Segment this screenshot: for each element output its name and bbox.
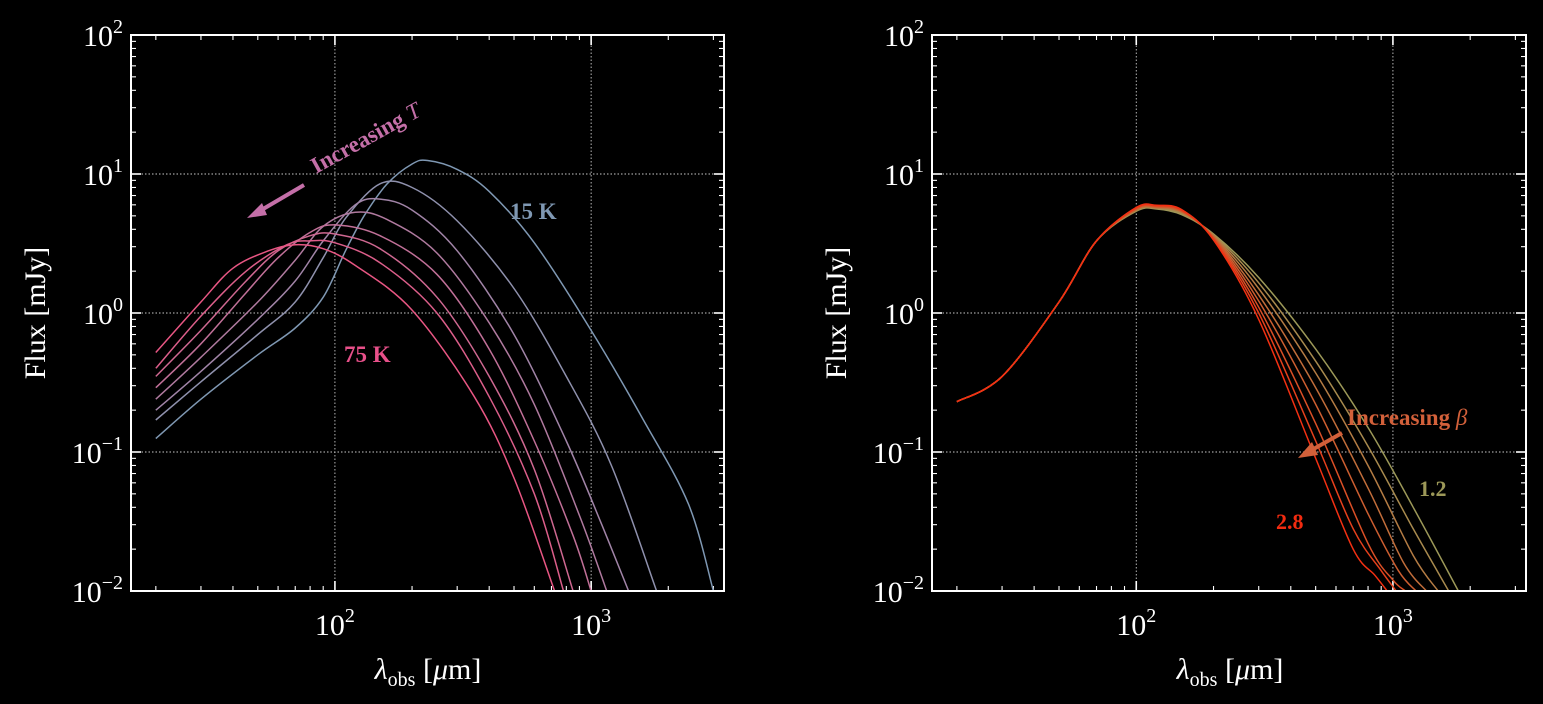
increasing-t-arrow <box>247 183 306 218</box>
series-line <box>155 180 658 591</box>
y-tick-label: 10−2 <box>873 572 924 609</box>
right-plot-frame <box>931 34 1527 592</box>
increasing-beta-arrow <box>1298 431 1343 458</box>
y-tick-label: 10−2 <box>72 572 123 609</box>
right-y-axis-label: Flux [mJy] <box>820 247 853 380</box>
left-series-group <box>155 159 715 591</box>
y-tick-label: 100 <box>83 294 123 331</box>
y-tick-label: 101 <box>884 155 924 192</box>
left-x-axis-label: λobs [μm] <box>374 653 482 691</box>
series-line <box>155 159 715 591</box>
y-tick-label: 100 <box>884 294 924 331</box>
right-series-group <box>956 203 1460 591</box>
right-x-tick-labels: 102 103 <box>1116 605 1413 642</box>
series-line <box>155 239 565 591</box>
x-tick-label: 102 <box>315 605 355 642</box>
series-line <box>155 232 574 591</box>
x-tick-label: 102 <box>1116 605 1156 642</box>
right-y-tick-labels: 102 101 100 10−1 10−2 <box>873 16 924 609</box>
label-beta-1-2: 1.2 <box>1419 476 1447 501</box>
y-tick-label: 102 <box>83 16 123 53</box>
left-plot-frame <box>130 34 725 592</box>
right-x-axis-label: λobs [μm] <box>1176 653 1284 691</box>
series-line <box>155 243 556 591</box>
y-tick-label: 10−1 <box>873 433 924 470</box>
increasing-beta-annotation: Increasing β <box>1347 405 1468 430</box>
right-panel: 102 103 102 101 100 10−1 10−2 λobs [μm] Flux … <box>820 16 1527 691</box>
series-line <box>956 203 1388 591</box>
label-75k: 75 K <box>344 342 391 367</box>
left-y-axis-label: Flux [mJy] <box>19 247 52 380</box>
x-tick-label: 103 <box>571 605 611 642</box>
label-beta-2-8: 2.8 <box>1276 509 1304 534</box>
series-line <box>155 197 630 591</box>
label-15k: 15 K <box>510 199 557 224</box>
series-line <box>155 224 592 591</box>
series-line <box>155 211 608 591</box>
left-x-tick-labels: 102 103 <box>315 605 611 642</box>
y-tick-label: 10−1 <box>72 433 123 470</box>
left-y-tick-labels: 102 101 100 10−1 10−2 <box>72 16 123 609</box>
y-tick-label: 102 <box>884 16 924 53</box>
x-tick-label: 103 <box>1373 605 1413 642</box>
y-tick-label: 101 <box>83 155 123 192</box>
